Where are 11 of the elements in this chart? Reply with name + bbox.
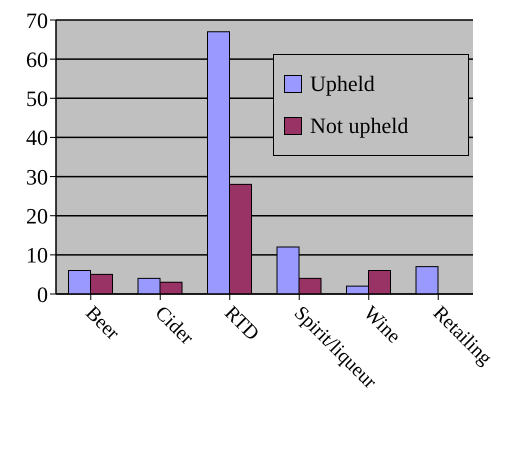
y-tick-label: 50 — [26, 86, 48, 112]
y-tick-label: 0 — [37, 282, 48, 307]
y-tick-label: 10 — [26, 242, 48, 268]
y-tick-label: 70 — [26, 8, 48, 33]
y-tick-label: 40 — [26, 125, 48, 150]
legend-label: Upheld — [310, 71, 375, 97]
legend-label: Not upheld — [310, 113, 408, 139]
y-tick-label: 30 — [26, 164, 48, 190]
x-tick-label: RTD — [220, 302, 264, 345]
y-tick-label: 20 — [26, 204, 48, 229]
y-tick-label: 60 — [26, 46, 48, 72]
